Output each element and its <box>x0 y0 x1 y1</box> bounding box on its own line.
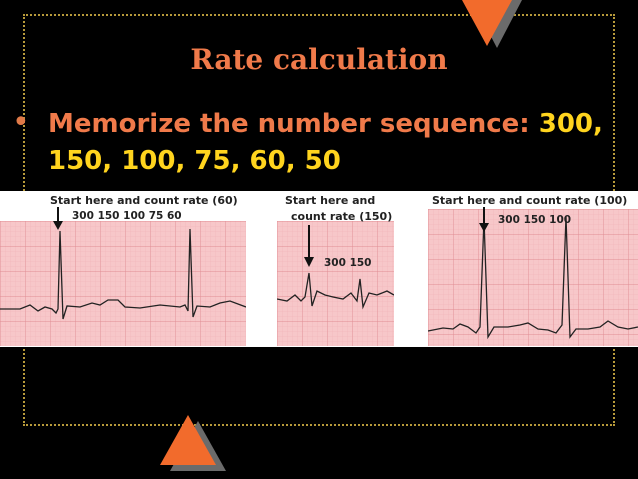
ecg-figure: Start here and count rate (60) 300 150 1… <box>0 191 638 347</box>
bullet-marker: • <box>12 105 30 140</box>
strip1-sequence: 300 150 100 75 60 <box>72 210 182 222</box>
strip2-sequence: 300 150 <box>324 257 372 269</box>
top-triangle-decoration <box>462 0 522 48</box>
strip1-arrow-icon <box>53 207 63 230</box>
strip2-label-line2: count rate (150) <box>291 210 393 223</box>
strip2-label-line1: Start here and <box>285 194 376 207</box>
bottom-triangle-decoration <box>160 415 226 471</box>
strip3-label: Start here and count rate (100) <box>432 194 628 207</box>
sequence-line1: 300, <box>538 109 603 139</box>
slide-title: Rate calculation <box>190 43 448 76</box>
ecg-strip-3 <box>428 209 638 346</box>
bullet-text: Memorize the number sequence: 300, 150, … <box>48 106 618 180</box>
strip3-sequence: 300 150 100 <box>498 214 572 226</box>
sequence-line2: 150, 100, 75, 60, 50 <box>48 146 341 176</box>
strip3-arrow-icon <box>479 207 489 232</box>
ecg-strip-2 <box>277 221 394 346</box>
strip1-label: Start here and count rate (60) <box>50 194 238 207</box>
ecg-strip-1 <box>0 221 246 346</box>
bullet-prefix: Memorize the number sequence: <box>48 109 539 139</box>
strip2-arrow-icon <box>304 225 314 267</box>
